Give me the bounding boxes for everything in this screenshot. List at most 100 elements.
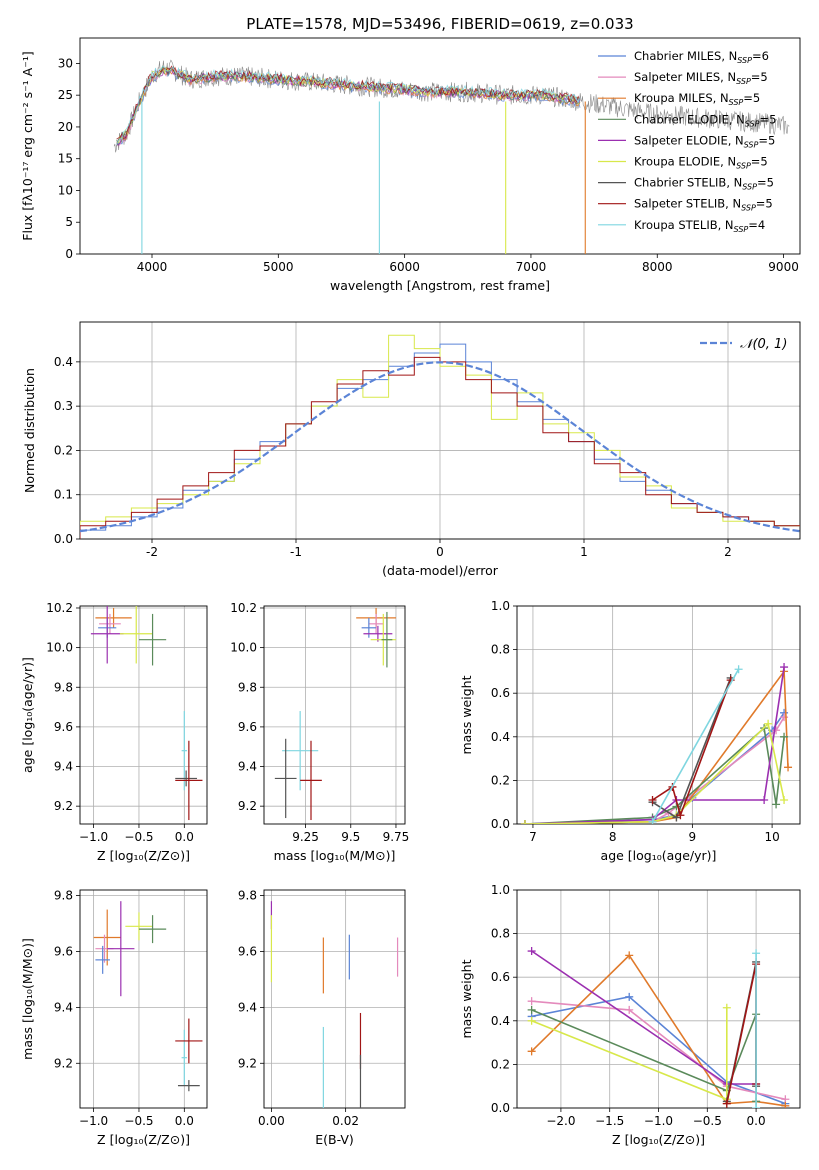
legend-subscript: SSP (736, 77, 751, 86)
y-tick-label: 0.4 (491, 730, 510, 744)
residual-histogram-panel: -2 -1 0 1 2 0.0 0.1 0.2 0.3 0.4 (data-model)/error… (22, 321, 801, 578)
x-axis-label: Z [log₁₀(Z/Z⊙)] (97, 1132, 190, 1147)
line-kroupa-miles (524, 669, 789, 824)
y-tick-label: 0.2 (491, 1057, 510, 1071)
legend-subscript: SSP (736, 162, 751, 171)
mass-weight-vs-age-panel: 7 8 9 10 0.0 0.2 0.4 0.6 0.8 1.0 age [log₁₀(age/yr… (459, 599, 801, 863)
x-axis-label: Z [log₁₀(Z/Z⊙)] (612, 1132, 705, 1147)
plus-marker (784, 763, 793, 772)
x-tick-label: −1.0 (79, 830, 108, 844)
legend-entry: Chabrier MILES, NSSP=6 (634, 49, 769, 65)
legend-count: =5 (751, 155, 768, 169)
plus-marker (527, 947, 536, 956)
line-kroupa-elodie (524, 722, 785, 824)
legend-count: =5 (751, 70, 768, 84)
x-tick-label: −1.0 (644, 1114, 673, 1128)
plus-marker (527, 1016, 536, 1025)
plus-marker (527, 997, 536, 1006)
y-tick-label: 9.6 (238, 944, 257, 958)
x-tick-label: −0.5 (693, 1114, 722, 1128)
y-tick-label: 9.2 (54, 799, 73, 813)
errorbar-plot-area (274, 607, 396, 821)
residual-plot-area (80, 334, 800, 539)
y-tick-label: 0.6 (491, 970, 510, 984)
x-tick-label: 9.25 (292, 830, 319, 844)
y-tick-label: 0.0 (491, 817, 510, 831)
legend-count: =5 (758, 133, 775, 147)
x-axis-label: age [log₁₀(age/yr)] (601, 848, 717, 863)
line-salpeter-stelib (726, 963, 757, 1104)
x-tick-label: −1.0 (79, 1114, 108, 1128)
axes-frame (516, 605, 801, 825)
x-tick-label: 7 (529, 830, 537, 844)
x-tick-label: 2 (724, 545, 732, 559)
x-tick-label: 1 (580, 545, 588, 559)
y-tick-label: 10.0 (46, 641, 73, 655)
histogram-salpeter-stelib (80, 356, 800, 539)
legend-subscript: SSP (729, 98, 744, 107)
y-axis-label: mass [log₁₀(M/M⊙)] (20, 938, 35, 1060)
legend-entry: Salpeter ELODIE, NSSP=5 (634, 133, 775, 149)
y-tick-label: 10.2 (230, 601, 257, 615)
line-chabrier-elodie (524, 726, 785, 824)
plus-marker (780, 663, 789, 672)
axes-frame (263, 605, 406, 825)
y-tick-label: 9.8 (54, 889, 73, 903)
legend-count: =5 (756, 197, 773, 211)
y-tick-label: 9.8 (238, 889, 257, 903)
y-tick-label: 0.2 (54, 443, 73, 457)
legend-count: =4 (748, 218, 765, 232)
line-salpeter-miles (524, 716, 785, 824)
x-axis-label: (data-model)/error (382, 563, 499, 578)
mass-vs-metallicity-panel: −1.0 −0.5 0.0 9.2 9.4 9.6 9.8 Z [log₁₀(Z/Z⊙)] ma… (20, 889, 208, 1147)
axes-frame (79, 889, 208, 1109)
y-tick-label: 0.1 (54, 488, 73, 502)
y-tick-label: 0.8 (491, 643, 510, 657)
plus-marker (527, 1047, 536, 1056)
spectrum-panel: 4000 5000 6000 7000 8000 9000 0 5 10 15 20 25 30 wave… (20, 37, 801, 293)
axes-frame (79, 605, 208, 825)
y-tick-label: 10.2 (46, 601, 73, 615)
y-tick-label: 0.0 (491, 1101, 510, 1115)
y-tick-label: 9.2 (238, 799, 257, 813)
x-tick-label: 6000 (389, 260, 420, 274)
y-axis-label: mass weight (459, 959, 474, 1038)
mass-vs-ebv-panel: 0.00 0.02 9.2 9.4 9.6 9.8 E(B-V) (238, 889, 406, 1147)
y-tick-label: 9.2 (238, 1056, 257, 1070)
x-tick-label: 0.0 (747, 1114, 766, 1128)
x-tick-label: −0.5 (124, 830, 153, 844)
legend-entry: Kroupa ELODIE, NSSP=5 (634, 155, 768, 171)
legend-subscript: SSP (737, 56, 752, 65)
plus-marker (625, 1005, 634, 1014)
mass-weight-plot-area (527, 947, 790, 1108)
axes-frame (79, 321, 801, 540)
y-tick-label: 15 (58, 152, 73, 166)
x-tick-label: 8000 (642, 260, 673, 274)
x-axis-label: wavelength [Angstrom, rest frame] (330, 278, 550, 293)
normal-curve (80, 361, 800, 533)
y-tick-label: 0.4 (491, 1014, 510, 1028)
legend-entry: Chabrier ELODIE, NSSP=5 (634, 112, 776, 128)
plus-marker (625, 992, 634, 1001)
age-vs-mass-panel: 9.25 9.5 9.75 9.2 9.4 9.6 9.8 10.0 10.2 mass [log… (230, 601, 409, 863)
legend-entry: Salpeter MILES, NSSP=5 (634, 70, 768, 86)
x-tick-label: 0.02 (332, 1114, 359, 1128)
x-tick-label: 5000 (263, 260, 294, 274)
legend-subscript: SSP (744, 140, 759, 149)
y-tick-label: 9.8 (54, 680, 73, 694)
x-tick-label: 0.0 (175, 830, 194, 844)
plus-marker (772, 726, 781, 735)
y-tick-label: 5 (65, 215, 73, 229)
y-tick-label: 0.6 (491, 686, 510, 700)
y-tick-label: 1.0 (491, 599, 510, 613)
plus-marker (648, 796, 657, 805)
y-tick-label: 0.0 (54, 532, 73, 546)
y-tick-label: 9.4 (238, 1000, 257, 1014)
age-vs-metallicity-panel: −1.0 −0.5 0.0 9.2 9.4 9.6 9.8 10.0 10.2 Z [log₁₀(… (20, 601, 208, 863)
x-tick-label: -2 (146, 545, 158, 559)
plus-marker (527, 1005, 536, 1014)
x-tick-label: −0.5 (124, 1114, 153, 1128)
legend-count: =5 (757, 176, 774, 190)
x-tick-label: 0 (436, 545, 444, 559)
x-tick-label: 9.75 (383, 830, 410, 844)
